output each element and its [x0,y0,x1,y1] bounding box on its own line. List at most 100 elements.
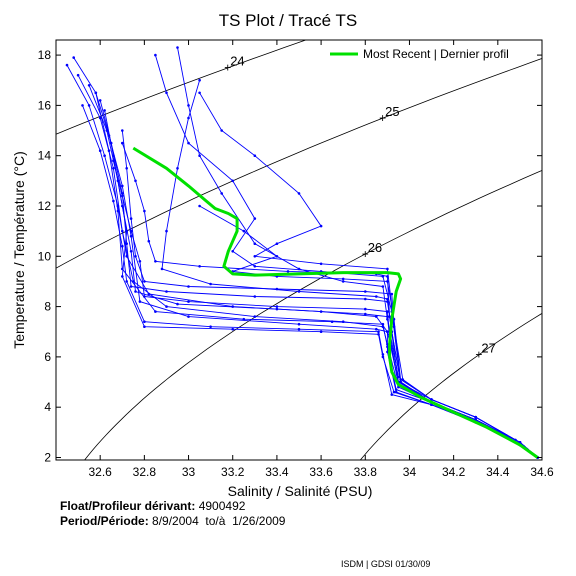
historical-profile-point [386,350,389,354]
historical-profile-point [392,390,396,394]
plot-frame [55,39,543,461]
historical-profiles [65,46,539,459]
credit-line: ISDM | GDSI 01/30/09 [341,559,431,569]
float-value: 4900492 [198,499,246,513]
y-axis-label: Temperature / Température (°C) [11,151,27,349]
historical-profile-point [198,154,201,157]
historical-profile-point [176,167,179,170]
density-contour-label: 27 [481,340,495,355]
historical-profile-point [116,209,120,213]
historical-profile-line [88,85,538,458]
y-tick-label: 4 [44,400,51,414]
density-contour-27 [359,312,542,460]
historical-profile-point [134,290,137,293]
historical-profile-point [176,46,179,49]
historical-profile-point [386,330,389,334]
historical-profile-point [297,192,301,195]
historical-profile-point [81,104,84,107]
x-tick-label: 34.4 [486,465,510,479]
most-recent-profile-line [132,146,539,459]
historical-profile-point [103,109,106,112]
historical-profile-point [129,250,133,253]
historical-profile-point [297,327,301,331]
y-tick-label: 16 [38,98,52,112]
y-tick-label: 18 [38,48,52,62]
density-contour-25 [56,58,542,269]
historical-profile-point [394,390,398,394]
historical-profile-point [125,280,128,283]
historical-profile-point [474,415,478,419]
density-contour-marker: + [475,347,482,361]
historical-profile-point [253,315,257,318]
historical-profile-point [187,116,190,120]
density-contour-labels: +24+25+26+27 [224,54,496,362]
historical-profile-point [98,116,102,120]
historical-profile-point [220,129,223,132]
historical-profile-point [129,217,133,220]
historical-profile-point [399,378,402,381]
historical-profile-point [94,91,98,95]
density-contours [56,40,542,460]
historical-profile-line [121,130,538,458]
historical-profile-point [253,254,257,258]
historical-profile-point [121,184,124,188]
historical-profile-point [375,315,378,318]
x-tick-label: 34.6 [530,465,554,479]
historical-profile-point [187,315,190,318]
historical-profile-point [364,297,367,301]
historical-profile-point [275,305,279,308]
historical-profile-point [87,84,91,87]
historical-profile-point [231,179,234,183]
historical-profile-point [231,250,234,253]
density-contour-label: 26 [368,240,382,255]
historical-profile-line [177,47,538,458]
historical-profile-point [143,209,146,213]
historical-profile-point [341,277,345,281]
density-contour-26 [84,170,542,460]
historical-profile-point [390,292,394,296]
historical-profile-point [121,229,124,233]
historical-profile-point [364,290,367,293]
historical-profile-point [129,229,133,233]
float-label: Float/Profileur dérivant: [60,499,196,513]
historical-profile-point [386,267,389,271]
historical-profile-point [220,192,223,195]
historical-profile-point [72,56,75,59]
historical-profile-line [121,142,538,458]
historical-profile-point [112,199,115,203]
historical-profile-line [112,160,538,458]
period-value: 8/9/2004 to/à 1/26/2009 [152,514,286,528]
historical-profile-point [103,154,106,157]
legend: Most Recent | Dernier profil [330,47,509,61]
historical-profile-point [107,149,111,152]
historical-profile-point [386,280,389,283]
historical-profile-point [98,99,102,102]
historical-profile-point [253,295,257,298]
historical-profile-point [381,322,385,326]
historical-profile-point [121,194,124,198]
x-tick-label: 33.2 [221,465,245,479]
historical-profile-line [77,74,538,458]
historical-profile-point [121,244,124,248]
period-line: Period/Période: 8/9/2004 to/à 1/26/2009 [60,514,285,528]
historical-profile-point [386,275,389,278]
historical-profile-point [154,310,157,313]
historical-profile-point [98,149,102,152]
historical-profile-point [134,254,137,258]
y-tick-label: 14 [38,149,52,163]
historical-profile-point [187,300,190,303]
x-tick-label: 34 [403,465,417,479]
historical-profile-point [275,254,279,258]
historical-profile-point [275,307,279,311]
historical-profile-point [143,320,146,324]
historical-profile-point [154,53,157,57]
historical-profile-point [209,325,212,329]
historical-profile-point [187,104,190,107]
historical-profile-point [253,154,257,157]
historical-profile-point [253,265,257,268]
historical-profile-point [134,179,137,183]
historical-profile-point [125,167,128,170]
period-label: Period/Période: [60,514,149,528]
x-tick-label: 32.8 [133,465,157,479]
y-tick-label: 10 [38,249,52,263]
